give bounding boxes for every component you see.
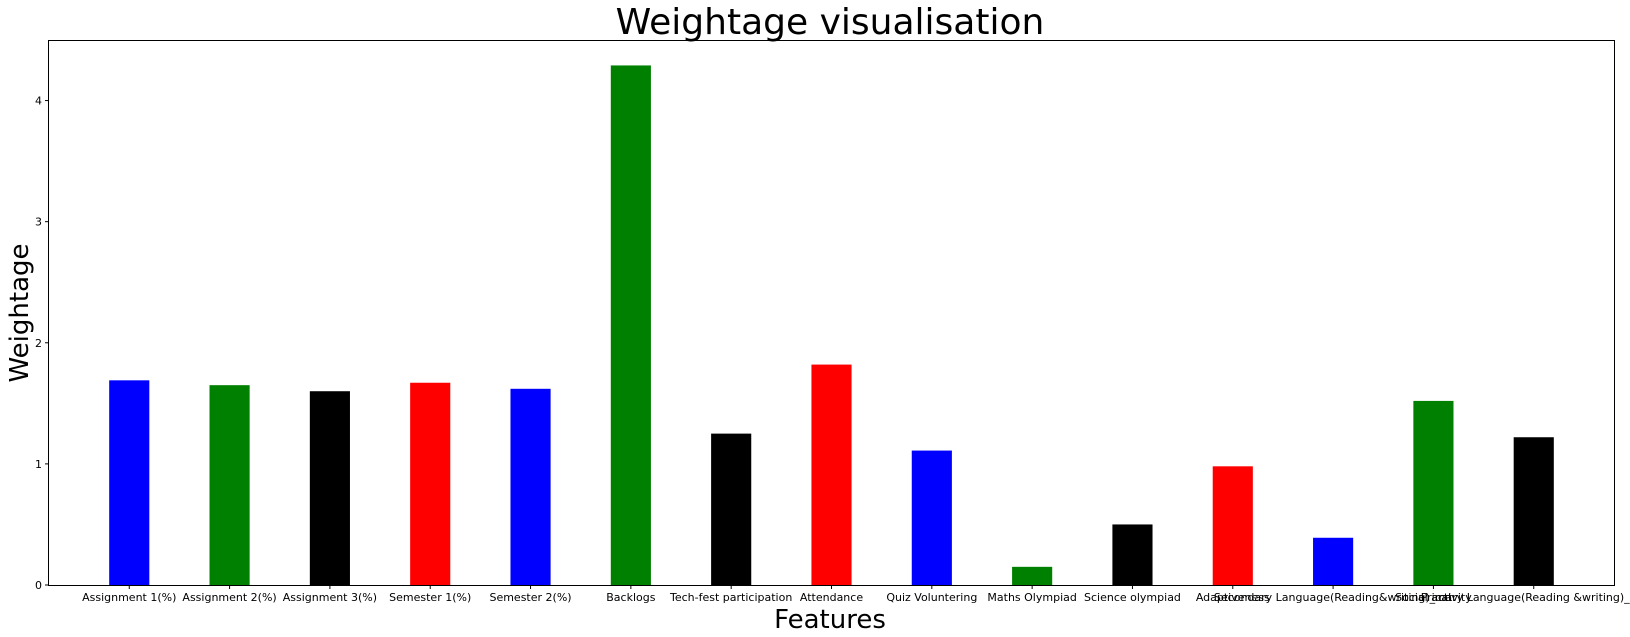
bar bbox=[209, 385, 250, 585]
x-tick-label: Assignment 1(%) bbox=[82, 591, 176, 604]
bar bbox=[711, 433, 752, 585]
bar bbox=[309, 391, 350, 585]
chart-title: Weightage visualisation bbox=[616, 2, 1045, 43]
y-tick-label: 2 bbox=[35, 337, 42, 350]
x-tick-label: Assignment 2(%) bbox=[182, 591, 276, 604]
x-tick-label: Primary Language(Reading &writing)_cat bbox=[1421, 591, 1630, 604]
bar bbox=[1413, 400, 1454, 585]
bars-group bbox=[109, 65, 1554, 585]
x-tick-label: Backlogs bbox=[606, 591, 655, 604]
y-axis: 0 1 2 3 4 bbox=[35, 95, 49, 592]
x-tick-label: Semester 1(%) bbox=[389, 591, 471, 604]
bar bbox=[811, 364, 852, 585]
bar bbox=[610, 65, 651, 585]
x-tick-label: Maths Olympiad bbox=[987, 591, 1076, 604]
bar bbox=[911, 450, 952, 585]
x-tick-label: Social activity bbox=[1395, 591, 1472, 604]
x-tick-label: Secondary Language(Reading&writing)_cat bbox=[1214, 591, 1453, 604]
bar bbox=[1313, 537, 1354, 585]
y-tick-label: 0 bbox=[35, 579, 42, 592]
x-tick-label: Tech-fest participation bbox=[669, 591, 792, 604]
bar bbox=[1212, 466, 1253, 585]
x-axis: Assignment 1(%) Assignment 2(%) Assignment… bbox=[82, 585, 1630, 604]
x-tick-label: Quiz Voluntering bbox=[886, 591, 977, 604]
x-tick-label: Adaptiveness bbox=[1196, 591, 1270, 604]
y-tick-label: 3 bbox=[35, 216, 42, 229]
x-tick-label: Assignment 3(%) bbox=[283, 591, 377, 604]
y-tick-label: 4 bbox=[35, 95, 42, 108]
bar bbox=[510, 388, 551, 585]
x-axis-label: Features bbox=[774, 605, 886, 635]
y-tick-label: 1 bbox=[35, 458, 42, 471]
bar bbox=[410, 382, 451, 585]
bar bbox=[1513, 437, 1554, 585]
x-tick-label: Semester 2(%) bbox=[489, 591, 571, 604]
bar bbox=[1012, 566, 1053, 585]
bar bbox=[109, 380, 150, 585]
y-axis-label: Weightage bbox=[5, 243, 35, 382]
bar bbox=[1112, 524, 1153, 585]
x-tick-label: Attendance bbox=[800, 591, 863, 604]
x-tick-label: Science olympiad bbox=[1084, 591, 1181, 604]
